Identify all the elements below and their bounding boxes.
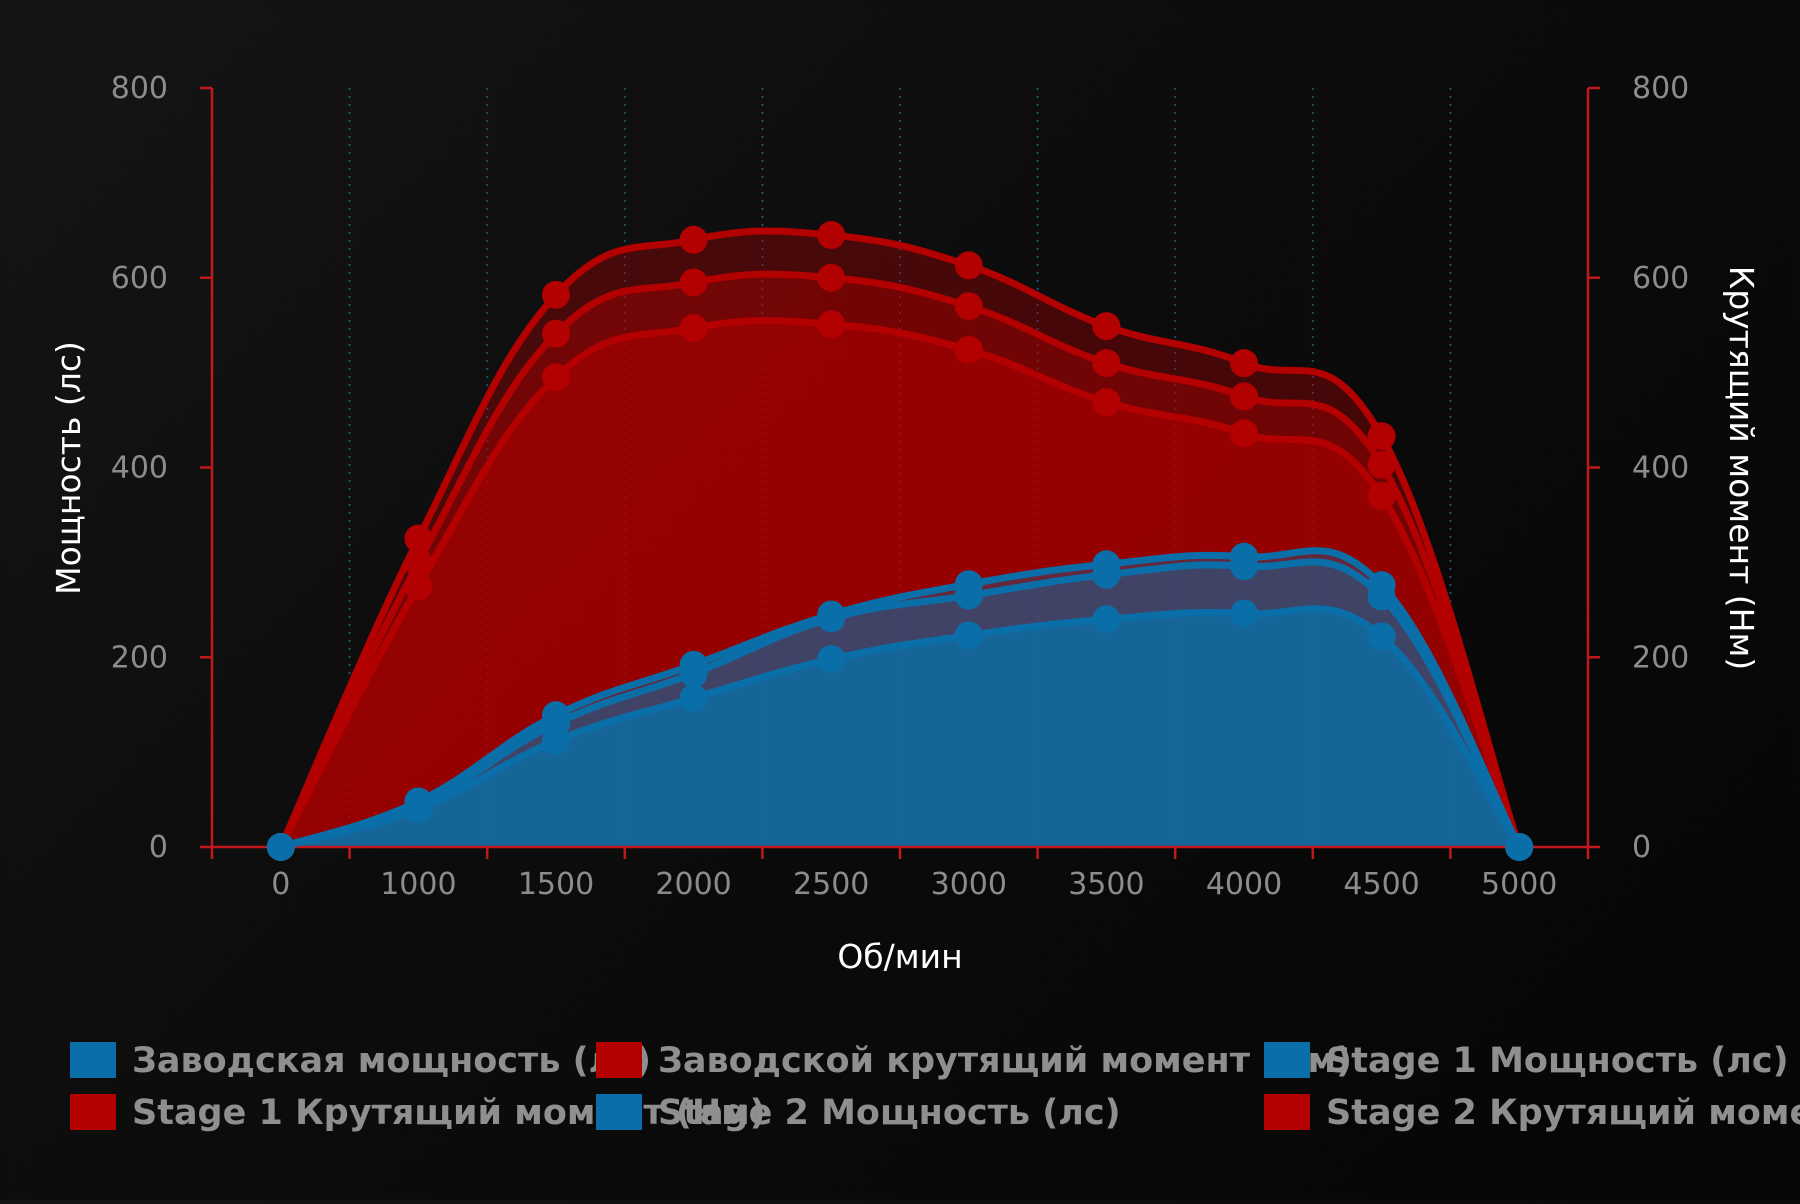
x-tick-label: 4000 [1206,867,1282,902]
data-point [404,572,433,601]
data-point [954,251,983,280]
data-point [954,292,983,321]
data-point [1367,481,1396,510]
x-tick-label: 2500 [793,867,869,902]
legend-label: Stage 1 Мощность (лс) [1326,1041,1789,1081]
data-point [1367,422,1396,451]
data-point [404,548,433,577]
x-tick-label: 1500 [518,867,594,902]
y-tick-label-left: 0 [149,830,168,865]
legend-label: Stage 2 Мощность (лс) [658,1093,1121,1133]
legend-label: Stage 1 Крутящий момент (Нм) [132,1093,766,1133]
data-point [1092,560,1121,589]
legend-label: Stage 2 Крутящий момент (Нм) [1326,1093,1800,1133]
legend-swatch [596,1042,642,1078]
y-tick-label-left: 800 [111,71,168,106]
data-point [954,335,983,364]
series-lines [277,227,1523,851]
data-point [679,268,708,297]
data-point [1230,599,1258,628]
legend-swatch [1264,1094,1310,1130]
x-tick-label: 2000 [655,867,731,902]
legend-swatch [1264,1042,1310,1078]
x-tick-label: 4500 [1343,867,1419,902]
x-tick-label: 5000 [1481,867,1557,902]
legend-label: Заводской крутящий момент (Нм) [658,1041,1352,1081]
data-point [1092,312,1121,341]
series-line [277,558,1523,851]
data-point [817,645,846,674]
series-line [277,317,1523,851]
series-points [266,221,1534,861]
data-point [954,581,983,610]
series-area [280,608,1520,847]
series-line [277,227,1523,851]
y-tick-label-left: 200 [111,640,168,675]
data-point [679,684,708,713]
data-point [1092,388,1121,417]
legend-swatch [70,1094,116,1130]
data-point [817,221,846,250]
y-tick-label-right: 400 [1632,451,1689,486]
data-point [954,621,983,650]
x-axis-title: Об/мин [837,937,962,976]
data-point [1092,349,1121,378]
data-point [1367,622,1396,651]
y-tick-label-left: 400 [111,451,168,486]
data-point [542,363,570,392]
legend-label: Заводская мощность (лс) [132,1041,651,1081]
x-tick-label: 3000 [931,867,1007,902]
data-point [1367,450,1396,479]
data-point [817,604,846,633]
x-tick-label: 3500 [1068,867,1144,902]
data-point [1505,833,1534,861]
data-point [542,726,570,755]
y-tick-label-left: 600 [111,261,168,296]
data-point [679,314,708,343]
y-tick-label-right: 800 [1632,71,1689,106]
legend-swatch [596,1094,642,1130]
data-point [1092,605,1121,634]
data-point [1230,552,1258,581]
data-point [1230,382,1258,411]
legend-swatch [70,1042,116,1078]
data-point [679,659,708,688]
tick-labels: 0 0 200 200 400 400 600 600 800 800 0 1000 1500 2000 2… [111,71,1690,902]
data-point [1230,419,1258,448]
series-line [277,547,1523,851]
axes [200,86,1600,859]
y-tick-label-right: 0 [1632,830,1651,865]
series-line [277,270,1523,851]
data-point [679,225,708,254]
data-point [542,280,570,309]
legend: Заводская мощность (лс) Заводской крутящи… [70,1041,1800,1133]
data-point [404,795,433,824]
data-point [817,263,846,292]
right-axis-title: Крутящий момент (Нм) [1722,266,1761,670]
series-line [277,605,1523,851]
x-tick-label: 0 [271,867,290,902]
y-tick-label-right: 600 [1632,261,1689,296]
series-fills [280,230,1520,848]
data-point [1230,349,1258,378]
left-axis-title: Мощность (лс) [49,341,88,595]
data-point [266,833,295,861]
data-point [404,524,433,553]
data-point [1367,582,1396,611]
y-tick-label-right: 200 [1632,640,1689,675]
data-point [542,319,570,348]
data-point [817,310,846,339]
x-tick-label: 1000 [380,867,456,902]
